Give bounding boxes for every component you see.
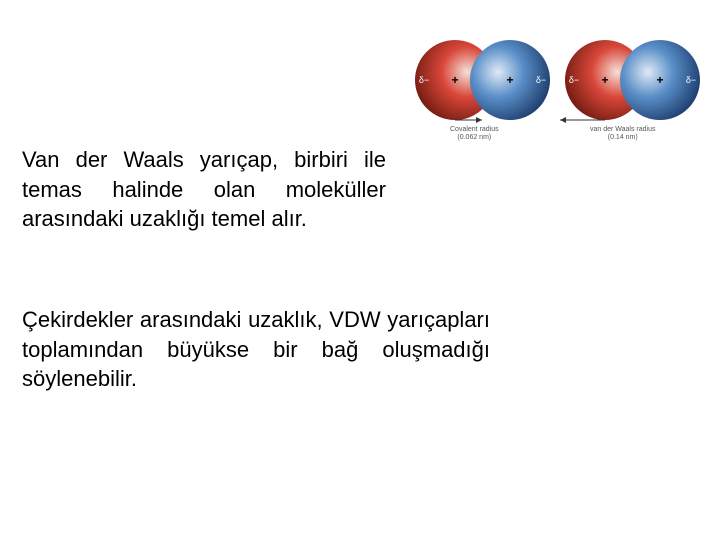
vdw-title: van der Waals radius (590, 126, 656, 133)
vdw-value: (0.14 nm) (608, 134, 638, 141)
paragraph-2: Çekirdekler arasındaki uzaklık, VDW yarı… (22, 305, 490, 394)
nucleus-plus-1: + (506, 73, 513, 87)
covalent-value: (0.062 nm) (457, 134, 491, 141)
vdw-radius-label: van der Waals radius (0.14 nm) (590, 126, 656, 141)
vdw-radius-diagram: + + + + δ− δ− δ− δ− Covalent radius (0.062 nm)… (410, 20, 710, 160)
delta-minus-2: δ− (569, 75, 579, 85)
nucleus-plus-0: + (451, 73, 458, 87)
radius-arrowhead-0 (476, 117, 482, 123)
radius-arrowhead-1 (560, 117, 566, 123)
nucleus-plus-3: + (656, 73, 663, 87)
covalent-title: Covalent radius (450, 126, 499, 133)
delta-minus-1: δ− (536, 75, 546, 85)
nucleus-plus-2: + (601, 73, 608, 87)
paragraph-1: Van der Waals yarıçap, birbiri ile temas… (22, 145, 386, 234)
delta-minus-0: δ− (419, 75, 429, 85)
covalent-radius-label: Covalent radius (0.062 nm) (450, 126, 499, 141)
delta-minus-3: δ− (686, 75, 696, 85)
